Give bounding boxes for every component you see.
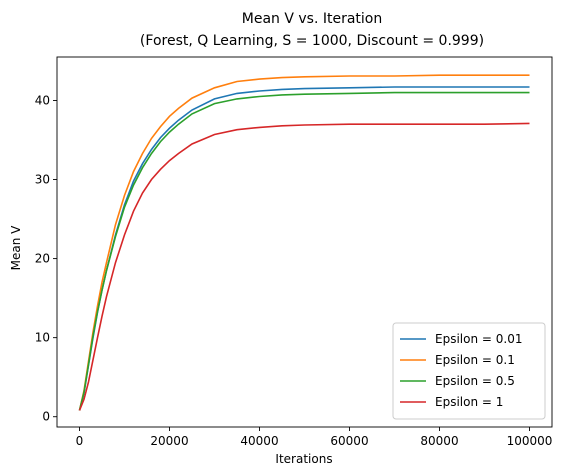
y-tick-label: 10 [35, 331, 50, 345]
x-tick-label: 0 [76, 434, 84, 448]
legend-label-2: Epsilon = 0.1 [435, 353, 515, 367]
axes: 0 20000 40000 60000 80000 100000 0 10 20 30 40 [35, 56, 553, 448]
legend-box [392, 322, 546, 420]
series-line-3 [78, 91, 530, 411]
y-tick-label: 40 [35, 93, 50, 107]
legend-label-1: Epsilon = 0.01 [435, 332, 522, 346]
x-tick-label: 100000 [507, 434, 553, 448]
legend: Epsilon = 0.01 Epsilon = 0.1 Epsilon = 0.5… [392, 322, 546, 420]
x-tick-label: 80000 [420, 434, 458, 448]
x-tick-label: 40000 [240, 434, 278, 448]
chart-subtitle: (Forest, Q Learning, S = 1000, Discount … [140, 33, 484, 49]
plot-series [78, 74, 530, 411]
y-tick-label: 30 [35, 173, 50, 187]
series-line-2 [78, 74, 530, 411]
x-axis-label: Iterations [275, 452, 332, 466]
plot-frame [56, 56, 553, 428]
chart-title: Mean V vs. Iteration [242, 11, 383, 27]
x-tick-label: 60000 [330, 434, 368, 448]
x-tick-label: 20000 [150, 434, 188, 448]
legend-label-3: Epsilon = 0.5 [435, 374, 515, 388]
y-tick-label: 0 [42, 410, 50, 424]
y-axis-label: Mean V [9, 225, 23, 271]
legend-label-4: Epsilon = 1 [435, 395, 503, 409]
series-line-4 [78, 122, 530, 411]
y-tick-label: 20 [35, 252, 50, 266]
